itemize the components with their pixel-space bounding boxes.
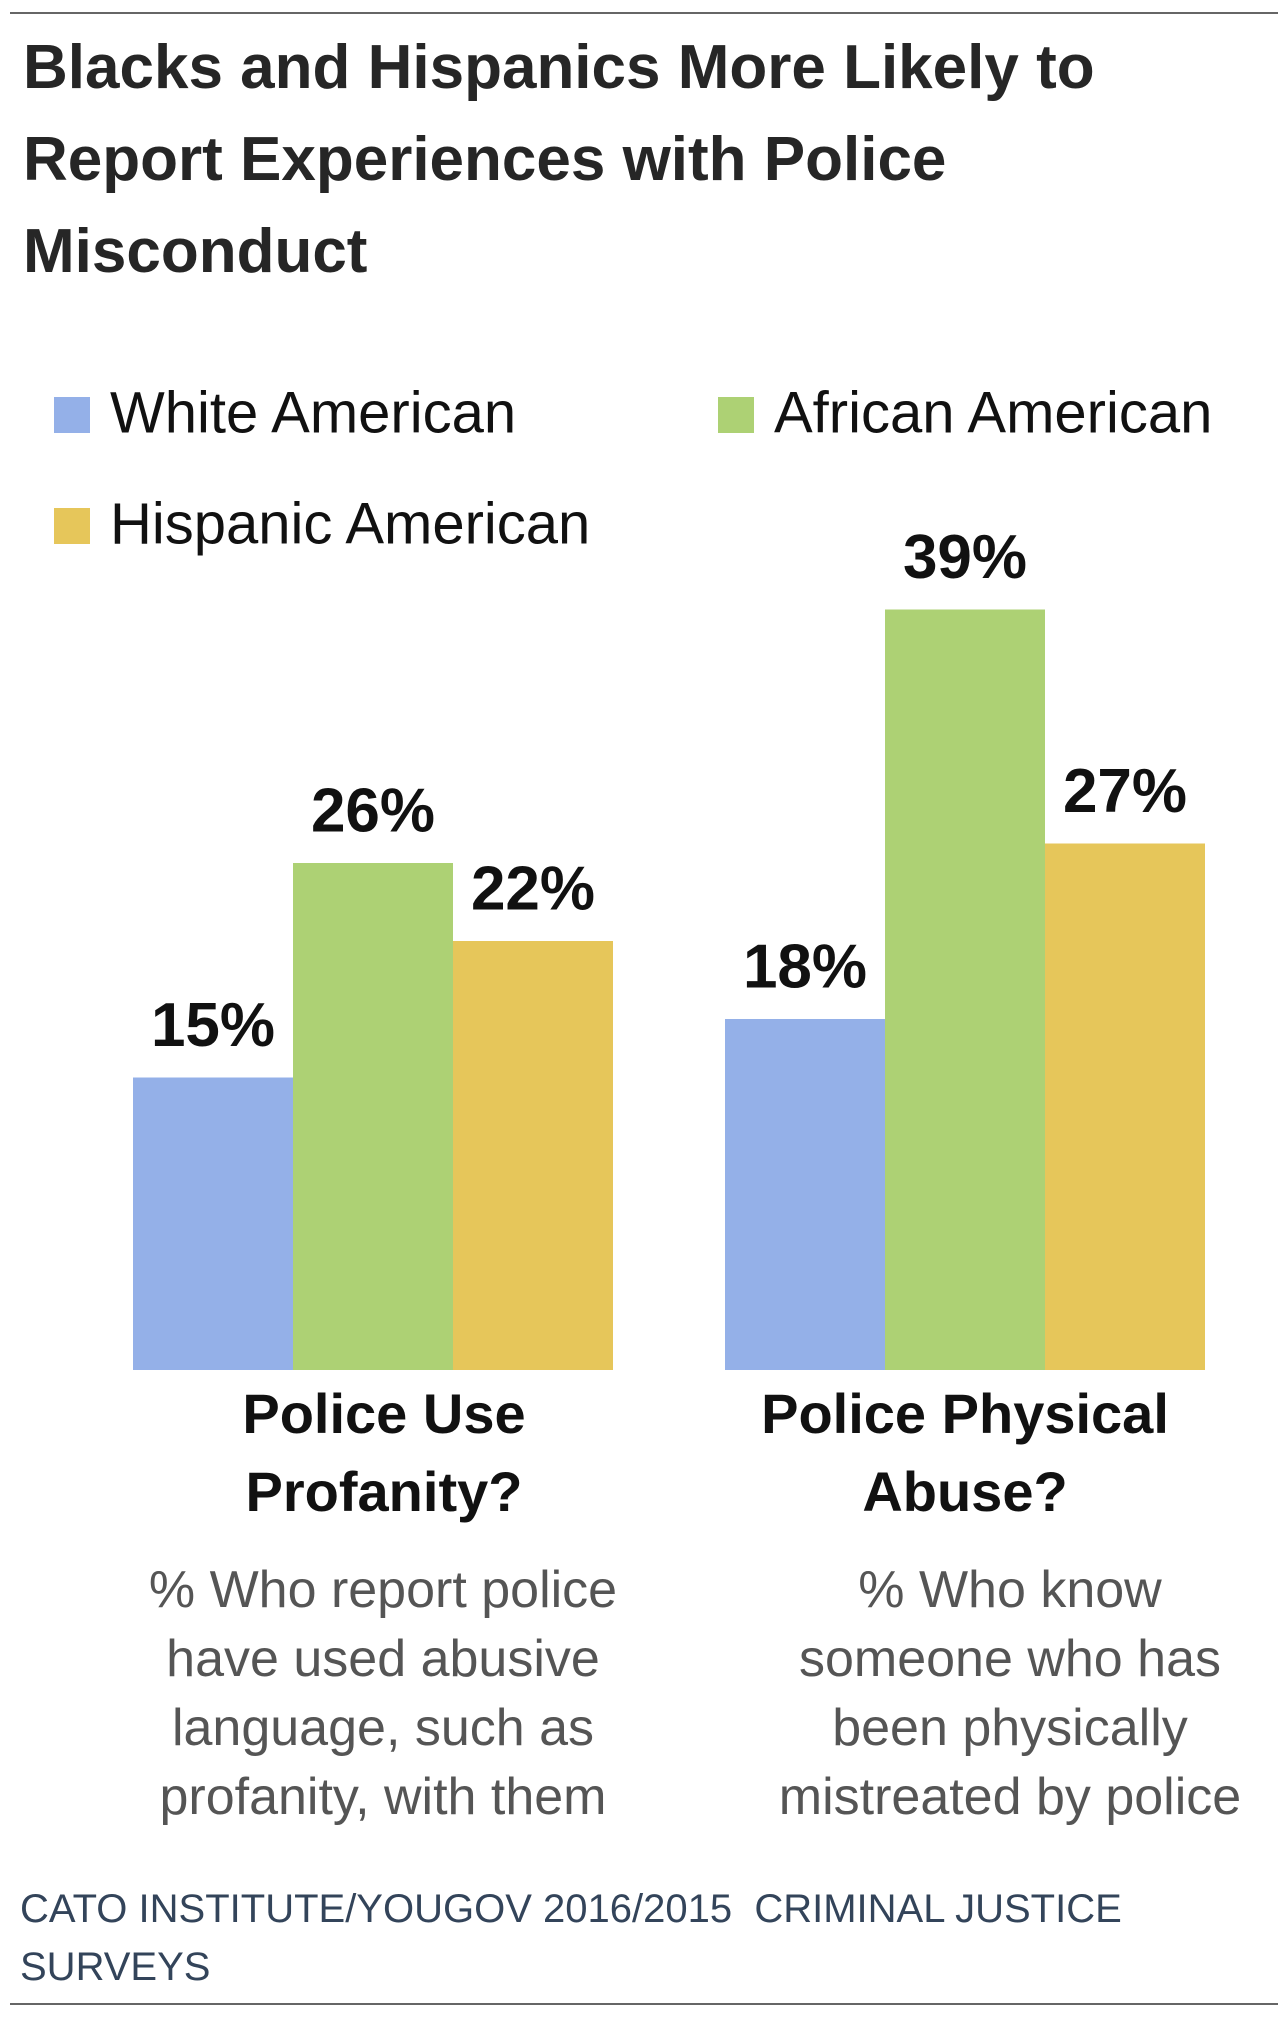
bar <box>725 1019 885 1370</box>
category-description: % Who know someone who has been physical… <box>778 1561 1242 1826</box>
legend-swatch <box>54 508 90 544</box>
value-label: 18% <box>743 932 867 1001</box>
value-label: 27% <box>1063 757 1187 826</box>
value-label: 15% <box>151 991 275 1060</box>
category-label: Police Physical Abuse? <box>761 1382 1169 1523</box>
chart-title: Blacks and Hispanics More Likely to Repo… <box>23 33 1095 286</box>
bar <box>453 941 613 1370</box>
legend-label: African American <box>774 380 1212 445</box>
legend-label: White American <box>110 380 516 445</box>
value-label: 39% <box>903 523 1027 592</box>
value-label: 26% <box>311 776 435 845</box>
bar <box>1045 843 1205 1370</box>
bar <box>885 609 1045 1370</box>
source: CATO INSTITUTE/YOUGOV 2016/2015 CRIMINAL… <box>20 1887 1133 1989</box>
category-label: Police Use Profanity? <box>242 1382 526 1523</box>
legend-swatch <box>718 397 754 433</box>
value-label: 22% <box>471 854 595 923</box>
bar <box>293 863 453 1370</box>
bottom-rule <box>10 2003 1278 2005</box>
legend-swatch <box>54 397 90 433</box>
bar <box>133 1077 293 1370</box>
category-description: % Who report police have used abusive la… <box>148 1561 618 1826</box>
chart: White American African American Hispanic A… <box>54 380 1212 1370</box>
top-rule <box>10 12 1278 14</box>
legend-label: Hispanic American <box>110 491 590 556</box>
